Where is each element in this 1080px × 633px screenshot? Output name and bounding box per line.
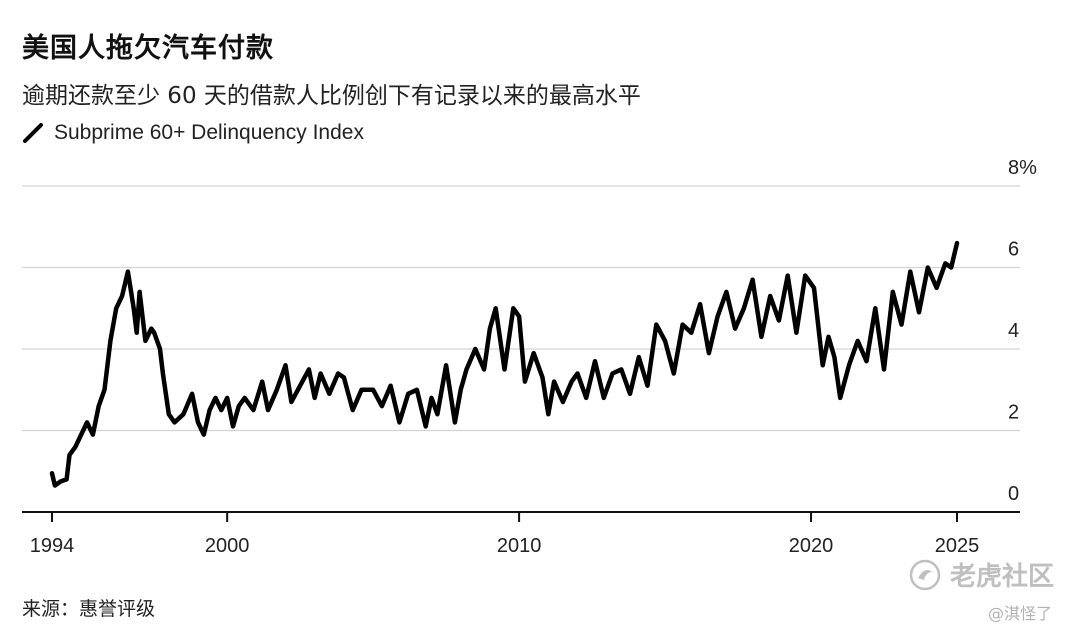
watermark-brand-text: 老虎社区	[950, 562, 1055, 592]
watermark-brand: 老虎社区	[908, 556, 1054, 593]
series-group	[49, 240, 960, 488]
series-line-0	[49, 240, 960, 488]
y-tick-label-6: 6	[1008, 239, 1019, 261]
tiger-logo-icon	[909, 559, 941, 590]
watermark-user: @淇怪了	[988, 604, 1053, 623]
y-tick-label-4: 4	[1008, 320, 1019, 342]
chart-subtitle: 逾期还款至少 60 天的借款人比例创下有记录以来的最高水平	[22, 83, 641, 109]
legend-label: Subprime 60+ Delinquency Index	[54, 121, 364, 144]
x-tick-label-2025: 2025	[935, 535, 980, 557]
x-tick-label-2020: 2020	[789, 535, 834, 557]
x-tick-label-2000: 2000	[205, 535, 250, 557]
gridlines	[22, 185, 1020, 432]
y-tick-labels: 0 2 4 6 8%	[1008, 157, 1037, 505]
y-tick-label-8: 8%	[1008, 157, 1037, 179]
legend: Subprime 60+ Delinquency Index	[22, 121, 364, 145]
legend-line-icon	[23, 123, 43, 143]
x-tick-label-1994: 1994	[30, 535, 75, 557]
source-note: 来源：惠誉评级	[22, 598, 156, 620]
x-axis: 1994 2000 2010 2020 2025	[22, 511, 1020, 557]
y-tick-label-0: 0	[1008, 483, 1019, 505]
x-tick-label-2010: 2010	[497, 535, 542, 557]
chart-title: 美国人拖欠汽车付款	[22, 33, 274, 64]
y-tick-label-2: 2	[1008, 402, 1019, 424]
